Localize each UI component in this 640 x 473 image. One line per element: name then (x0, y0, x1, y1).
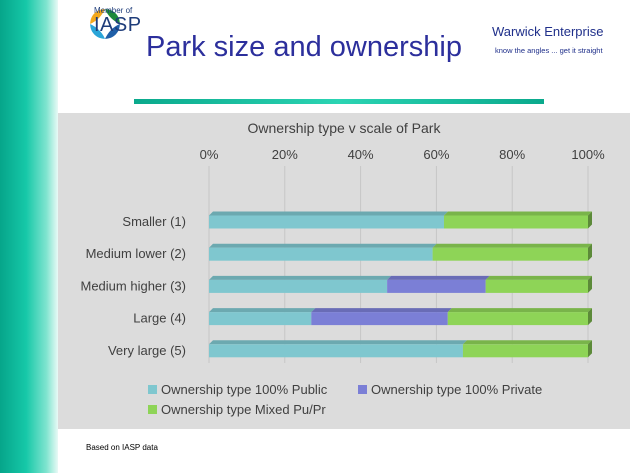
bar-segment-top (209, 308, 316, 313)
chart-panel: Ownership type v scale of Park 0% 20% 40% 60… (58, 113, 630, 429)
bar-segment-mixed (432, 247, 588, 261)
bar-segment-top (485, 275, 592, 280)
legend-swatch (148, 405, 157, 414)
bar-segment-top (443, 211, 592, 216)
bar-segment-top (209, 340, 467, 345)
bar-segment-top (432, 243, 592, 248)
bar-segment-public (209, 215, 444, 229)
bar-end-face (588, 275, 592, 293)
chart-title: Ownership type v scale of Park (248, 120, 442, 136)
bar-segment-mixed (447, 312, 588, 326)
left-accent-band (0, 0, 58, 473)
y-category-label: Very large (5) (108, 343, 186, 358)
bar-segment-public (209, 312, 312, 326)
bar-end-face (588, 243, 592, 261)
x-tick-label: 80% (499, 147, 525, 162)
bar-segment-top (387, 275, 490, 280)
y-category-label: Medium lower (2) (86, 246, 186, 261)
legend-swatch (148, 385, 157, 394)
bar-segment-public (209, 247, 433, 261)
x-tick-label: 60% (423, 147, 449, 162)
bar-segment-top (209, 211, 448, 216)
legend-swatch (358, 385, 367, 394)
bar-segment-top (311, 308, 452, 313)
bar-segment-mixed (443, 215, 588, 229)
bar-segment-top (209, 275, 392, 280)
ownership-chart: Ownership type v scale of Park 0% 20% 40% 60… (81, 120, 606, 417)
title-underline (134, 99, 544, 104)
bar-end-face (588, 308, 592, 326)
bar-end-face (588, 211, 592, 229)
x-tick-label: 40% (348, 147, 374, 162)
x-tick-label: 100% (571, 147, 605, 162)
y-category-label: Large (4) (133, 311, 186, 326)
bar-segment-top (462, 340, 592, 345)
bar-segment-top (447, 308, 592, 313)
legend-label: Ownership type 100% Public (161, 382, 328, 397)
legend-label: Ownership type Mixed Pu/Pr (161, 402, 326, 417)
legend-label: Ownership type 100% Private (371, 382, 542, 397)
iasp-logo-icon (89, 8, 121, 40)
y-category-label: Smaller (1) (122, 214, 186, 229)
bar-segment-public (209, 344, 463, 358)
bar-segment-mixed (485, 279, 588, 293)
bar-segment-private (311, 312, 448, 326)
bar-end-face (588, 340, 592, 358)
bar-segment-private (387, 279, 486, 293)
logo-iasp-text: IASP (94, 14, 142, 36)
footnote: Based on IASP data (86, 443, 158, 452)
logo-member-text: Member of (94, 6, 133, 15)
bar-segment-top (209, 243, 437, 248)
brand-tagline: know the angles ... get it straight (495, 46, 603, 55)
bar-segment-public (209, 279, 388, 293)
bar-segment-mixed (462, 344, 588, 358)
x-tick-label: 20% (272, 147, 298, 162)
slide-title: Park size and ownership (146, 31, 462, 63)
brand-name: Warwick Enterprise (492, 24, 604, 39)
x-tick-label: 0% (200, 147, 219, 162)
y-category-label: Medium higher (3) (81, 278, 187, 293)
